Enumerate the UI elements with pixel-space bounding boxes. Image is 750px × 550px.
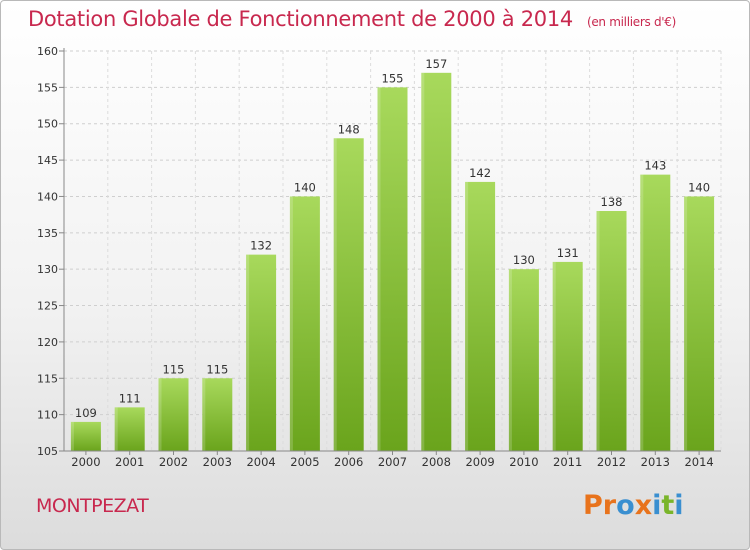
logo-letter: i: [652, 490, 662, 521]
bar-highlight: [377, 87, 381, 451]
y-tick-label: 135: [37, 227, 58, 240]
bar-highlight: [70, 421, 74, 451]
y-tick-label: 160: [37, 45, 58, 58]
x-tick-label-2008: 2008: [422, 455, 451, 469]
x-tick-label-2010: 2010: [509, 455, 538, 469]
bar-highlight: [114, 407, 118, 451]
y-tick-label: 130: [37, 263, 58, 276]
value-label-2011: 131: [557, 246, 579, 260]
x-tick-label-2001: 2001: [115, 455, 144, 469]
bar-2014: [684, 196, 715, 451]
bar-highlight: [640, 174, 644, 452]
y-tick-label: 145: [37, 154, 58, 167]
bar-highlight: [684, 196, 688, 451]
value-label-2009: 142: [469, 166, 491, 180]
x-tick-label-2013: 2013: [641, 455, 670, 469]
logo-letter: i: [674, 490, 684, 521]
y-tick-label: 115: [37, 372, 58, 385]
x-tick-label-2012: 2012: [597, 455, 626, 469]
chart-title: Dotation Globale de Fonctionnement de 20…: [28, 7, 676, 31]
proxiti-logo[interactable]: Proxiti: [583, 490, 684, 521]
y-tick-label: 105: [37, 445, 58, 458]
bar-2012: [596, 211, 627, 451]
y-tick-label: 110: [37, 409, 58, 422]
bar-highlight: [158, 378, 162, 451]
x-tick-label-2002: 2002: [159, 455, 188, 469]
x-tick-label-2007: 2007: [378, 455, 407, 469]
bar-highlight: [333, 138, 337, 452]
bar-highlight: [596, 211, 600, 451]
bar-highlight: [246, 254, 250, 451]
bar-2001: [114, 407, 145, 451]
value-label-2013: 143: [644, 159, 666, 173]
bar-2002: [158, 378, 189, 451]
bar-highlight: [465, 181, 469, 451]
bar-layer: [70, 72, 715, 452]
value-label-2001: 111: [119, 391, 141, 405]
commune-name: MONTPEZAT: [36, 495, 149, 517]
y-tick-label: 155: [37, 81, 58, 94]
value-label-2004: 132: [250, 239, 272, 253]
y-tick-label: 150: [37, 118, 58, 131]
logo-letter: r: [602, 490, 617, 521]
bar-2010: [508, 269, 539, 451]
label-layer: 109 111 115 115 132 140 148 155 157 142 130 131 138 1…: [75, 57, 710, 420]
y-tick-label: 125: [37, 300, 58, 313]
logo-letter: x: [634, 490, 653, 521]
bar-2004: [246, 254, 277, 451]
value-label-2014: 140: [688, 180, 710, 194]
y-tick-label: 140: [37, 190, 58, 203]
value-label-2006: 148: [338, 122, 360, 136]
bar-highlight: [508, 269, 512, 451]
logo-letter: P: [583, 490, 603, 521]
x-tick-label-2004: 2004: [246, 455, 275, 469]
x-tick-label-2006: 2006: [334, 455, 363, 469]
bar-highlight: [552, 261, 556, 451]
bar-highlight: [421, 72, 425, 452]
value-label-2010: 130: [513, 253, 535, 267]
value-label-2005: 140: [294, 180, 316, 194]
x-tick-label-2000: 2000: [71, 455, 100, 469]
value-label-2012: 138: [601, 195, 623, 209]
axis-layer: 105 110 115 120 125 130 135 140 145 150 155 160 2000…: [37, 45, 721, 469]
value-label-2002: 115: [163, 362, 185, 376]
bar-2013: [640, 174, 671, 452]
bar-2006: [333, 138, 364, 452]
x-tick-label-2014: 2014: [684, 455, 713, 469]
bar-2000: [70, 421, 101, 451]
bar-highlight: [289, 196, 293, 451]
bar-2005: [289, 196, 320, 451]
bar-2008: [421, 72, 452, 452]
bar-2007: [377, 87, 408, 451]
logo-letter: o: [616, 490, 635, 521]
logo-letter: t: [661, 490, 675, 521]
x-tick-label-2011: 2011: [553, 455, 582, 469]
bar-2009: [465, 181, 496, 451]
bar-highlight: [202, 378, 206, 451]
y-tick-label: 120: [37, 336, 58, 349]
chart-title-text: Dotation Globale de Fonctionnement de 20…: [28, 7, 573, 31]
value-label-2007: 155: [382, 71, 404, 85]
value-label-2008: 157: [425, 57, 447, 71]
bar-2003: [202, 378, 233, 451]
chart-subtitle: (en milliers d'€): [586, 15, 676, 29]
x-tick-label-2009: 2009: [465, 455, 494, 469]
x-tick-label-2005: 2005: [290, 455, 319, 469]
value-label-2003: 115: [206, 362, 228, 376]
value-label-2000: 109: [75, 406, 97, 420]
x-tick-label-2003: 2003: [203, 455, 232, 469]
bar-2011: [552, 261, 583, 451]
